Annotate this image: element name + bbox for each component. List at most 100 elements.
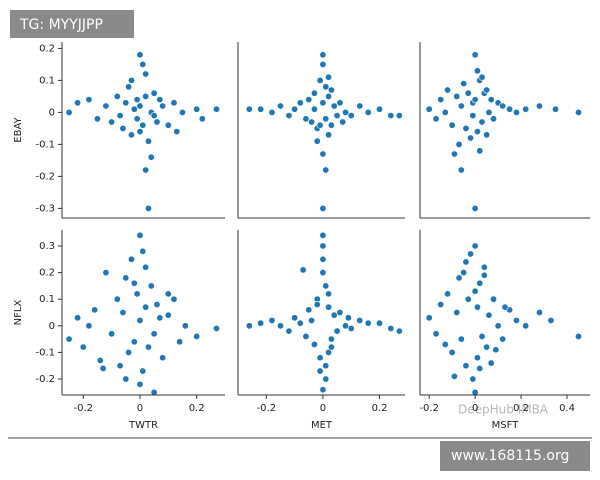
x-tick-label: 0 xyxy=(320,403,326,414)
point xyxy=(136,128,144,136)
point xyxy=(478,332,486,340)
y-tick-label: 0.1 xyxy=(39,294,55,305)
point xyxy=(522,105,530,113)
point xyxy=(147,153,155,161)
watermark: DeepHub IMBA xyxy=(458,403,549,417)
point xyxy=(485,311,493,319)
y-tick-label: 0.1 xyxy=(39,75,55,86)
watermark-box xyxy=(440,441,590,471)
point xyxy=(139,367,147,375)
point xyxy=(108,330,116,338)
point xyxy=(471,287,479,295)
point xyxy=(291,314,299,322)
point xyxy=(144,137,152,145)
point xyxy=(316,354,324,362)
y-tick-label: -0.2 xyxy=(35,171,55,182)
point xyxy=(330,311,338,319)
point xyxy=(499,102,507,110)
point xyxy=(285,327,293,335)
point xyxy=(462,258,470,266)
y-axis-label: NFLX xyxy=(13,300,24,326)
y-tick-label: -0.1 xyxy=(35,139,55,150)
point xyxy=(142,92,150,100)
point xyxy=(193,105,201,113)
point xyxy=(469,112,477,120)
point xyxy=(467,250,475,258)
point xyxy=(276,322,284,330)
point xyxy=(476,147,484,155)
point xyxy=(336,308,344,316)
point xyxy=(170,99,178,107)
point xyxy=(462,362,470,370)
point xyxy=(136,51,144,59)
point xyxy=(473,354,481,362)
point xyxy=(302,332,310,340)
point xyxy=(356,102,364,110)
point xyxy=(139,247,147,255)
point xyxy=(506,105,514,113)
point xyxy=(319,386,327,394)
point xyxy=(387,324,395,332)
point xyxy=(535,308,543,316)
point xyxy=(74,99,82,107)
point xyxy=(444,86,452,94)
point xyxy=(476,364,484,372)
point xyxy=(376,319,384,327)
point xyxy=(65,108,73,116)
point xyxy=(471,242,479,250)
point xyxy=(310,340,318,348)
point xyxy=(333,327,341,335)
point xyxy=(425,105,433,113)
point xyxy=(156,314,164,322)
point xyxy=(113,295,121,303)
point xyxy=(130,105,138,113)
point xyxy=(276,102,284,110)
point xyxy=(490,115,498,123)
point xyxy=(296,319,304,327)
point xyxy=(130,279,138,287)
point xyxy=(512,108,520,116)
x-tick-label: 0.2 xyxy=(513,403,529,414)
point xyxy=(142,263,150,271)
point xyxy=(441,340,449,348)
point xyxy=(325,290,333,298)
watermark: www.168115.org xyxy=(451,448,569,464)
point xyxy=(170,295,178,303)
point xyxy=(305,96,313,104)
point xyxy=(395,327,403,335)
point xyxy=(119,308,127,316)
point xyxy=(142,303,150,311)
point xyxy=(164,311,172,319)
point xyxy=(455,140,463,148)
point xyxy=(457,166,465,174)
point xyxy=(448,348,456,356)
point xyxy=(245,105,253,113)
point xyxy=(150,330,158,338)
point xyxy=(322,282,330,290)
point xyxy=(469,375,477,383)
y-axis-label: EBAY xyxy=(13,116,24,142)
point xyxy=(322,375,330,383)
point xyxy=(130,338,138,346)
point xyxy=(327,86,335,94)
point xyxy=(455,274,463,282)
point xyxy=(490,295,498,303)
point xyxy=(310,89,318,97)
point xyxy=(356,316,364,324)
point xyxy=(441,108,449,116)
y-tick-label: -0.1 xyxy=(35,347,55,358)
point xyxy=(153,301,161,309)
point xyxy=(285,112,293,120)
point xyxy=(319,60,327,68)
point xyxy=(181,322,189,330)
x-axis-label: TWTR xyxy=(128,420,158,431)
y-tick-label: -0.2 xyxy=(35,374,55,385)
point xyxy=(444,290,452,298)
point xyxy=(291,105,299,113)
point xyxy=(322,83,330,91)
point xyxy=(319,231,327,239)
point xyxy=(178,108,186,116)
point xyxy=(339,118,347,126)
point xyxy=(122,274,130,282)
point xyxy=(122,375,130,383)
